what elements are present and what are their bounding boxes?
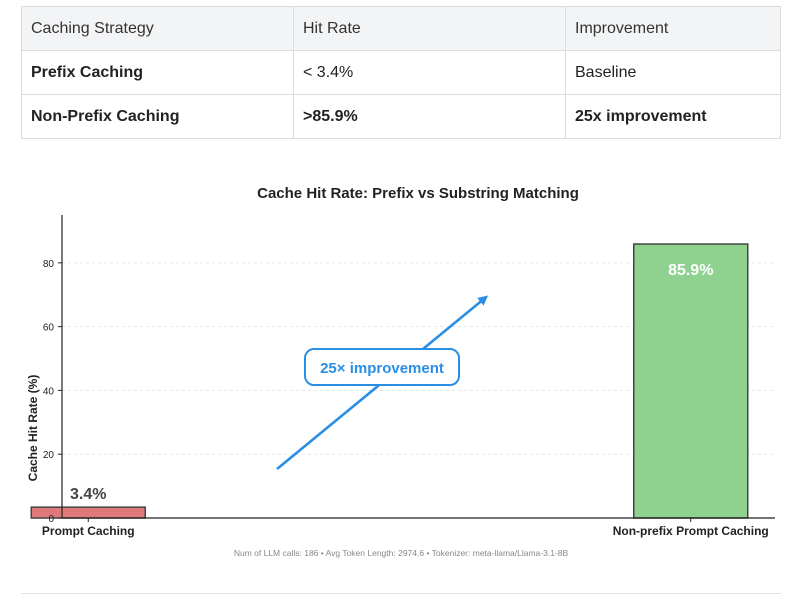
cell-improvement: 25x improvement xyxy=(565,94,781,139)
x-tick-label: Prompt Caching xyxy=(42,524,135,538)
annotation-label: 25× improvement xyxy=(320,360,444,377)
y-tick-label: 20 xyxy=(43,450,55,461)
cell-hit-rate: < 3.4% xyxy=(293,50,566,95)
chart-title: Cache Hit Rate: Prefix vs Substring Matc… xyxy=(257,185,579,202)
table-row: Non-Prefix Caching >85.9% 25x improvemen… xyxy=(21,94,781,139)
y-tick-label: 80 xyxy=(43,259,55,270)
cell-strategy: Prefix Caching xyxy=(21,50,294,95)
cell-improvement: Baseline xyxy=(565,50,781,95)
cell-hit-rate: >85.9% xyxy=(293,94,566,139)
bar xyxy=(633,243,749,519)
y-axis-label: Cache Hit Rate (%) xyxy=(26,375,40,482)
y-tick-label: 60 xyxy=(43,323,55,334)
hit-rate-chart: Cache Hit Rate: Prefix vs Substring Matc… xyxy=(26,185,775,558)
y-ticks: 0 20 40 60 80 xyxy=(43,259,62,525)
table-row: Prefix Caching < 3.4% Baseline xyxy=(21,50,781,95)
x-ticks: Prompt Caching Non-prefix Prompt Caching xyxy=(42,518,769,538)
table-header-row: Caching Strategy Hit Rate Improvement xyxy=(21,6,781,51)
chart-footnote: Num of LLM calls: 186 • Avg Token Length… xyxy=(234,548,569,558)
x-tick-label: Non-prefix Prompt Caching xyxy=(613,524,769,538)
header-hit-rate: Hit Rate xyxy=(293,6,566,51)
bar-value-label: 3.4% xyxy=(70,486,106,503)
bar-value-label: 85.9% xyxy=(668,262,713,279)
cell-strategy: Non-Prefix Caching xyxy=(21,94,294,139)
annotation-box xyxy=(304,348,460,386)
divider xyxy=(21,593,781,594)
y-tick-label: 0 xyxy=(48,514,54,525)
y-tick-label: 40 xyxy=(43,386,55,397)
header-improvement: Improvement xyxy=(565,6,781,51)
header-strategy: Caching Strategy xyxy=(21,6,294,51)
comparison-table: Caching Strategy Hit Rate Improvement Pr… xyxy=(21,6,781,139)
